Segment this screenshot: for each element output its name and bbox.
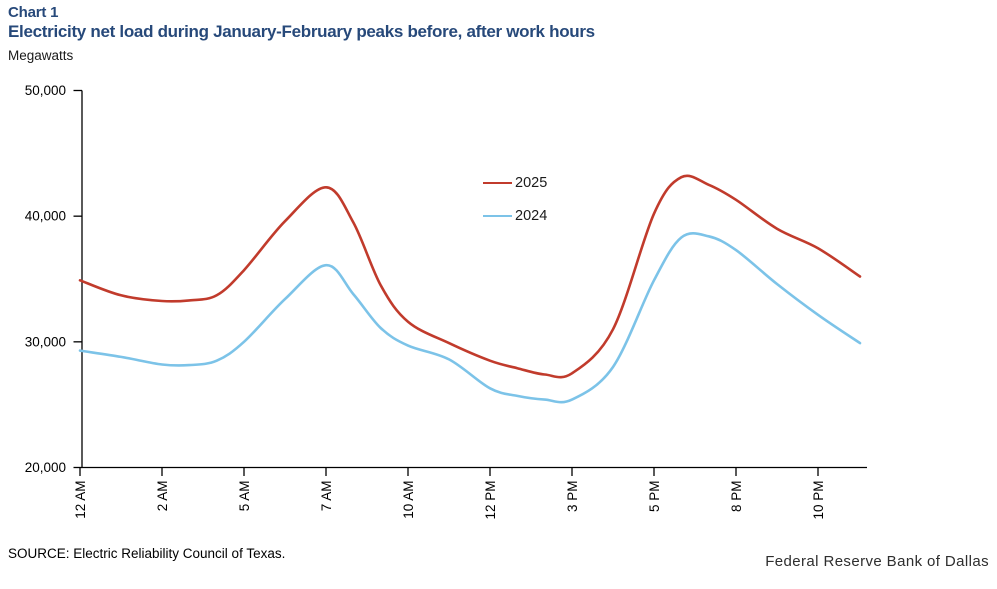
x-tick-label: 8 PM <box>729 481 744 513</box>
series-line-2025 <box>78 174 862 379</box>
legend-swatch-2024 <box>483 214 512 218</box>
x-tick-label: 5 PM <box>647 481 662 513</box>
chart-legend: 2025 2024 <box>483 175 547 241</box>
x-tick-label: 10 AM <box>401 481 416 519</box>
x-tick-label: 12 PM <box>483 481 498 520</box>
y-tick-label: 30,000 <box>25 334 66 349</box>
x-tick-label: 2 AM <box>155 481 170 512</box>
x-tick-label: 10 PM <box>811 481 826 520</box>
series-line-2024 <box>78 232 862 404</box>
x-tick-label: 12 AM <box>73 481 88 519</box>
legend-swatch-2025 <box>483 181 512 185</box>
x-tick-label: 3 PM <box>565 481 580 513</box>
bank-attribution: Federal Reserve Bank of Dallas <box>765 553 989 570</box>
y-tick-label: 20,000 <box>25 460 66 475</box>
x-tick-label: 5 AM <box>237 481 252 512</box>
source-note: SOURCE: Electric Reliability Council of … <box>8 546 286 561</box>
legend-label-2024: 2024 <box>515 208 548 224</box>
page-title: Electricity net load during January-Febr… <box>8 22 595 41</box>
y-axis-unit-label: Megawatts <box>8 48 74 63</box>
legend-label-2025: 2025 <box>515 175 548 191</box>
legend-item-2025: 2025 <box>483 175 547 191</box>
chart-number: Chart 1 <box>8 4 59 21</box>
y-tick-label: 50,000 <box>25 83 66 98</box>
y-tick-label: 40,000 <box>25 209 66 224</box>
x-tick-label: 7 AM <box>319 481 334 512</box>
legend-item-2024: 2024 <box>483 208 547 224</box>
